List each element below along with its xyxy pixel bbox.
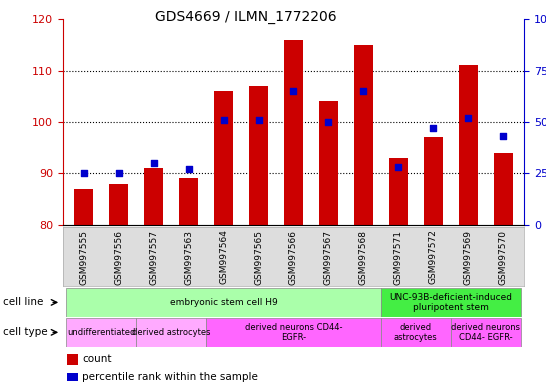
Text: GSM997571: GSM997571: [394, 230, 403, 285]
Text: percentile rank within the sample: percentile rank within the sample: [82, 372, 258, 382]
Text: UNC-93B-deficient-induced
pluripotent stem: UNC-93B-deficient-induced pluripotent st…: [389, 293, 512, 312]
Text: GSM997565: GSM997565: [254, 230, 263, 285]
Bar: [144, 168, 163, 225]
Bar: [249, 86, 268, 225]
Text: derived astrocytes: derived astrocytes: [132, 328, 210, 337]
Point: [324, 119, 333, 125]
Bar: [206, 318, 381, 347]
Point: [429, 125, 438, 131]
Bar: [66, 288, 381, 317]
Text: GSM997572: GSM997572: [429, 230, 438, 285]
Bar: [67, 372, 78, 381]
Bar: [284, 40, 303, 225]
Text: derived neurons
CD44- EGFR-: derived neurons CD44- EGFR-: [451, 323, 520, 342]
Text: GSM997557: GSM997557: [149, 230, 158, 285]
Text: GSM997556: GSM997556: [114, 230, 123, 285]
Bar: [451, 318, 521, 347]
Text: embryonic stem cell H9: embryonic stem cell H9: [170, 298, 277, 307]
Point: [114, 170, 123, 176]
Text: GSM997569: GSM997569: [464, 230, 473, 285]
Bar: [179, 179, 198, 225]
Bar: [381, 288, 521, 317]
Point: [394, 164, 403, 170]
Bar: [389, 158, 408, 225]
Text: GSM997563: GSM997563: [184, 230, 193, 285]
Text: undifferentiated: undifferentiated: [67, 328, 135, 337]
Point: [184, 166, 193, 172]
Bar: [109, 184, 128, 225]
Point: [219, 117, 228, 123]
Text: GSM997570: GSM997570: [498, 230, 508, 285]
Bar: [354, 45, 373, 225]
Bar: [319, 101, 338, 225]
Bar: [214, 91, 233, 225]
Text: cell type: cell type: [3, 327, 48, 338]
Bar: [494, 153, 513, 225]
Text: GSM997568: GSM997568: [359, 230, 368, 285]
Text: GDS4669 / ILMN_1772206: GDS4669 / ILMN_1772206: [155, 10, 336, 23]
Text: derived
astrocytes: derived astrocytes: [394, 323, 438, 342]
Text: count: count: [82, 354, 112, 364]
Point: [149, 160, 158, 166]
Bar: [381, 318, 451, 347]
Point: [254, 117, 263, 123]
Text: cell line: cell line: [3, 297, 43, 308]
Text: GSM997564: GSM997564: [219, 230, 228, 285]
Bar: [424, 137, 443, 225]
Point: [499, 133, 508, 139]
Bar: [136, 318, 206, 347]
Bar: [67, 354, 78, 365]
Point: [79, 170, 88, 176]
Bar: [459, 65, 478, 225]
Point: [289, 88, 298, 94]
Text: GSM997555: GSM997555: [79, 230, 88, 285]
Point: [359, 88, 368, 94]
Text: derived neurons CD44-
EGFR-: derived neurons CD44- EGFR-: [245, 323, 342, 342]
Bar: [74, 189, 93, 225]
Text: GSM997567: GSM997567: [324, 230, 333, 285]
Text: GSM997566: GSM997566: [289, 230, 298, 285]
Bar: [66, 318, 136, 347]
Point: [464, 115, 473, 121]
